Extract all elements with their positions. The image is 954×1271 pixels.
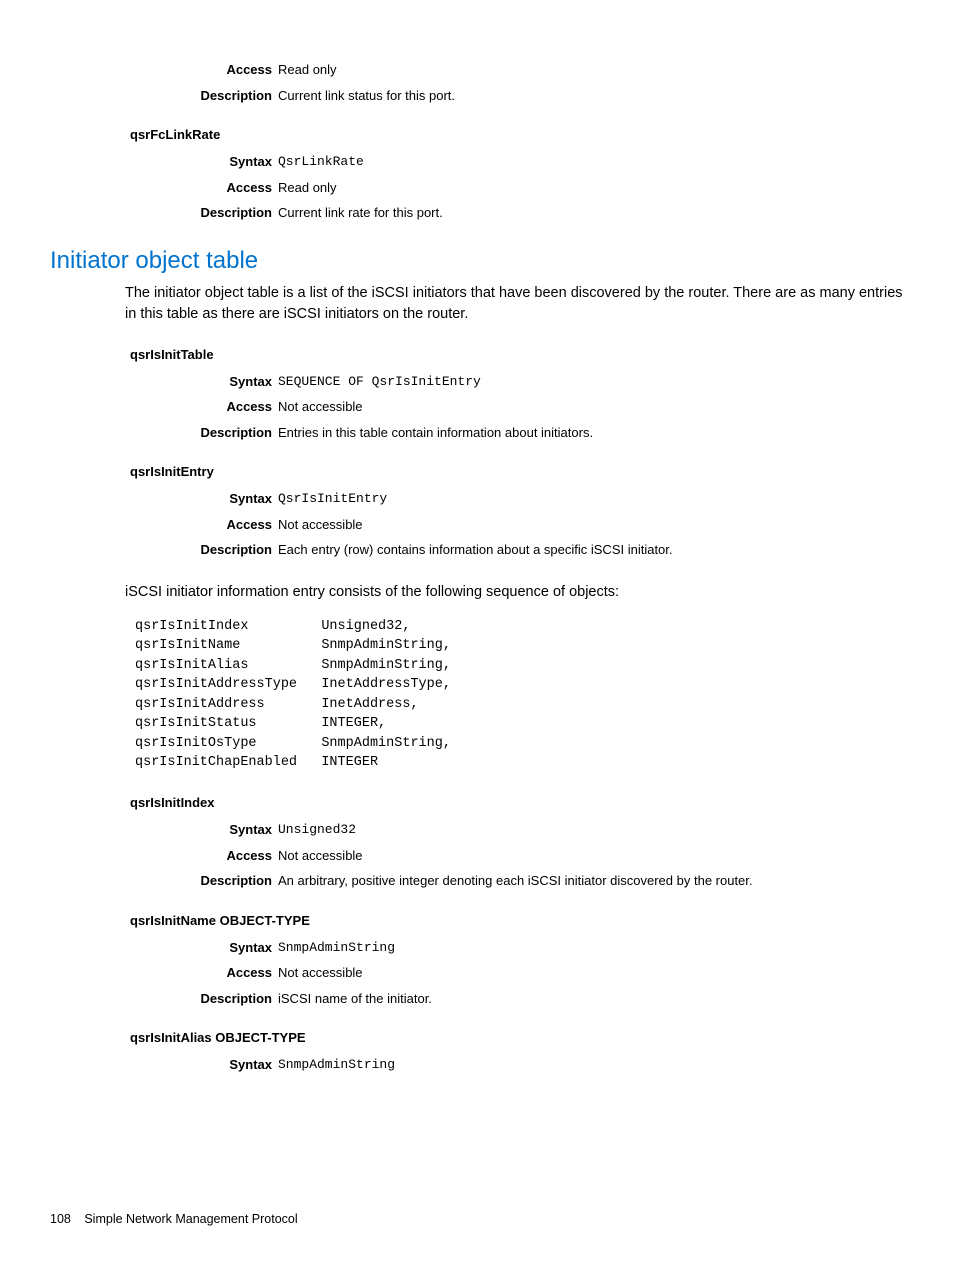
prop-label-access: Access [125, 60, 278, 80]
prop-label-access: Access [125, 397, 278, 417]
property-row: Access Not accessible [125, 515, 904, 535]
page-number: 108 [50, 1212, 71, 1226]
footer-title: Simple Network Management Protocol [84, 1212, 297, 1226]
prop-label-description: Description [125, 423, 278, 443]
prop-label-description: Description [125, 203, 278, 223]
prop-value-description: Current link rate for this port. [278, 203, 904, 223]
prop-value-description: Entries in this table contain informatio… [278, 423, 904, 443]
prop-label-syntax: Syntax [125, 372, 278, 392]
property-row: Description Each entry (row) contains in… [125, 540, 904, 560]
prop-label-access: Access [125, 178, 278, 198]
property-row: Access Read only [125, 60, 904, 80]
section-title: Initiator object table [50, 247, 904, 275]
property-row: Description iSCSI name of the initiator. [125, 989, 904, 1009]
prop-value-syntax: SnmpAdminString [278, 1055, 904, 1075]
property-row: Access Not accessible [125, 846, 904, 866]
property-row: Description Current link rate for this p… [125, 203, 904, 223]
property-row: Description Entries in this table contai… [125, 423, 904, 443]
prop-value-description: Current link status for this port. [278, 86, 904, 106]
property-row: Syntax SEQUENCE OF QsrIsInitEntry [125, 372, 904, 392]
prop-value-access: Not accessible [278, 846, 904, 866]
property-row: Syntax SnmpAdminString [125, 1055, 904, 1075]
property-row: Syntax Unsigned32 [125, 820, 904, 840]
prop-value-description: An arbitrary, positive integer denoting … [278, 871, 904, 891]
prop-value-access: Not accessible [278, 963, 904, 983]
page-content: Access Read only Description Current lin… [50, 60, 904, 1075]
prop-value-description: Each entry (row) contains information ab… [278, 540, 904, 560]
property-row: Syntax QsrIsInitEntry [125, 489, 904, 509]
prop-label-description: Description [125, 989, 278, 1009]
property-row: Syntax SnmpAdminString [125, 938, 904, 958]
prop-value-access: Read only [278, 178, 904, 198]
property-row: Access Not accessible [125, 397, 904, 417]
prop-label-access: Access [125, 846, 278, 866]
prop-label-description: Description [125, 86, 278, 106]
object-name: qsrIsInitTable [130, 347, 904, 362]
prop-value-access: Not accessible [278, 397, 904, 417]
property-row: Access Read only [125, 178, 904, 198]
prop-value-syntax: Unsigned32 [278, 820, 904, 840]
property-row: Description Current link status for this… [125, 86, 904, 106]
prop-label-description: Description [125, 871, 278, 891]
page-footer: 108 Simple Network Management Protocol [50, 1212, 298, 1226]
sequence-block: qsrIsInitIndex Unsigned32, qsrIsInitName… [135, 617, 904, 774]
prop-label-syntax: Syntax [125, 152, 278, 172]
prop-value-syntax: SEQUENCE OF QsrIsInitEntry [278, 372, 904, 392]
prop-value-syntax: QsrLinkRate [278, 152, 904, 172]
object-name: qsrIsInitIndex [130, 795, 904, 810]
property-row: Syntax QsrLinkRate [125, 152, 904, 172]
property-row: Description An arbitrary, positive integ… [125, 871, 904, 891]
prop-label-syntax: Syntax [125, 820, 278, 840]
prop-value-access: Not accessible [278, 515, 904, 535]
prop-value-syntax: QsrIsInitEntry [278, 489, 904, 509]
prop-value-description: iSCSI name of the initiator. [278, 989, 904, 1009]
property-row: Access Not accessible [125, 963, 904, 983]
prop-label-access: Access [125, 963, 278, 983]
object-name: qsrIsInitName OBJECT-TYPE [130, 913, 904, 928]
prop-label-syntax: Syntax [125, 938, 278, 958]
prop-label-description: Description [125, 540, 278, 560]
prop-label-syntax: Syntax [125, 1055, 278, 1075]
object-name: qsrIsInitAlias OBJECT-TYPE [130, 1030, 904, 1045]
prop-value-access: Read only [278, 60, 904, 80]
prop-label-access: Access [125, 515, 278, 535]
sequence-intro: iSCSI initiator information entry consis… [125, 582, 904, 603]
object-name: qsrFcLinkRate [130, 127, 904, 142]
section-intro: The initiator object table is a list of … [125, 283, 904, 325]
prop-label-syntax: Syntax [125, 489, 278, 509]
object-name: qsrIsInitEntry [130, 464, 904, 479]
prop-value-syntax: SnmpAdminString [278, 938, 904, 958]
